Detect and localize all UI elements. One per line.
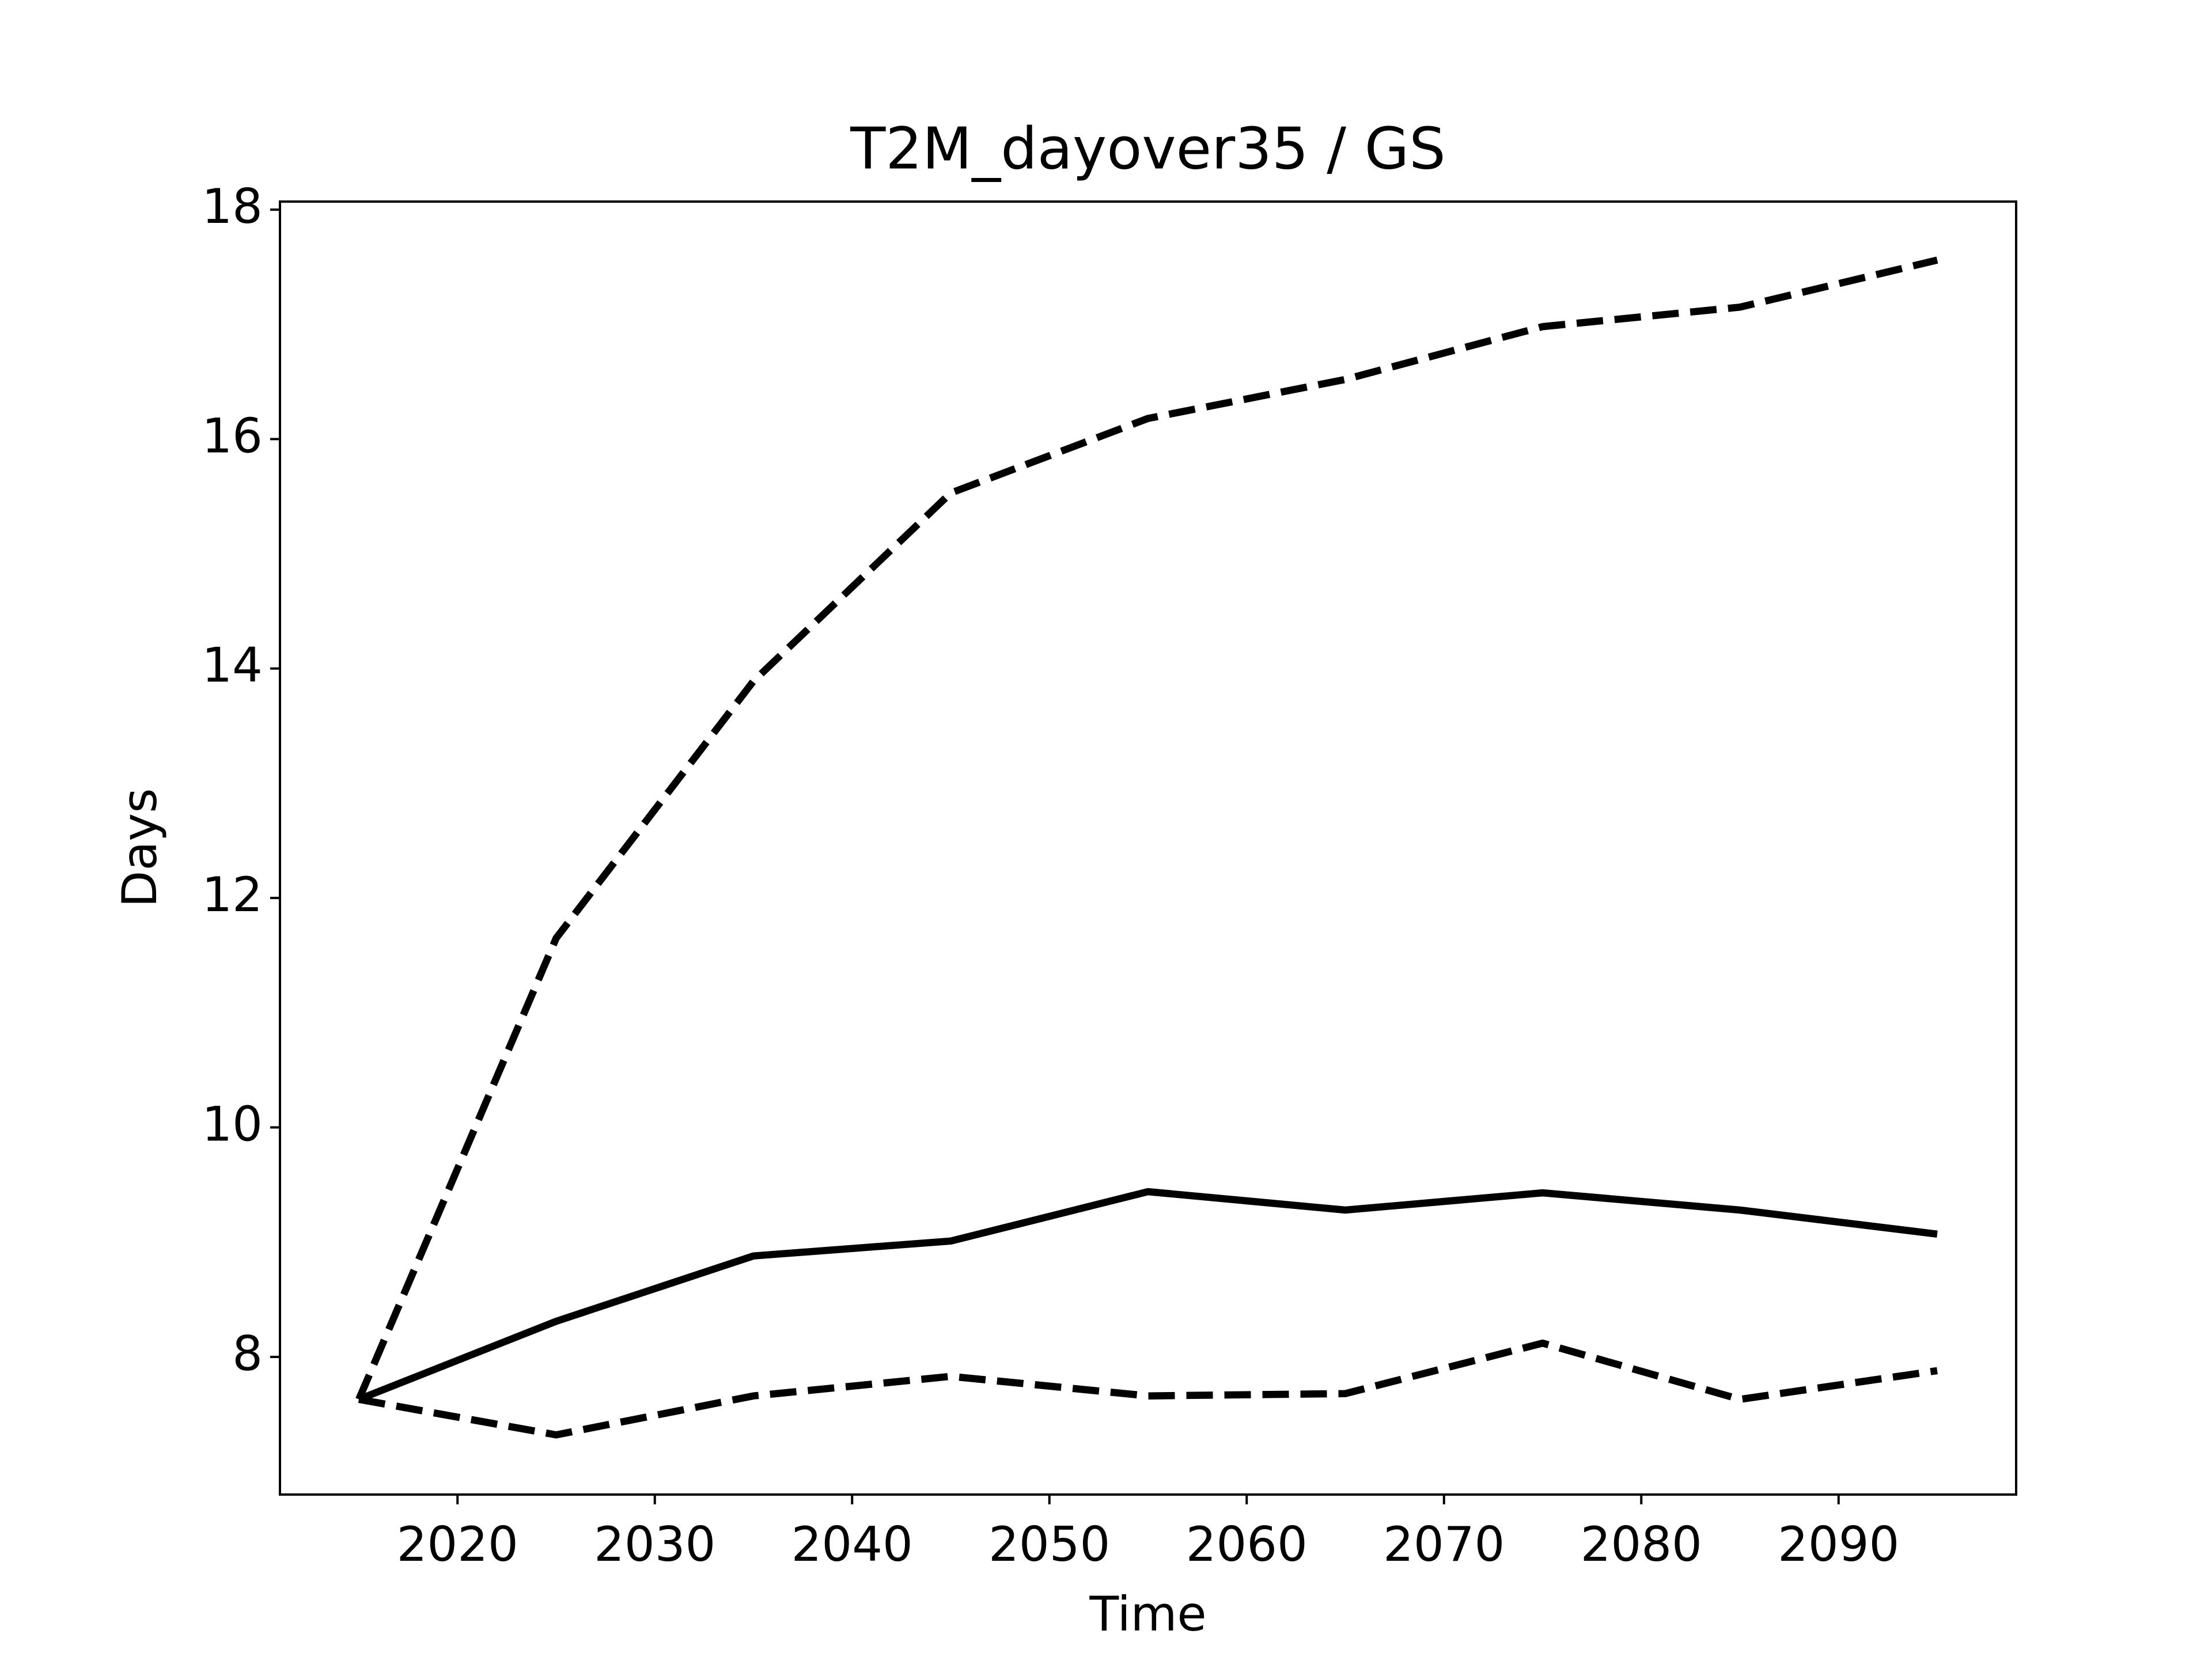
y-axis-label: Days (112, 788, 168, 907)
x-tick-label: 2040 (791, 1516, 913, 1572)
data-line (357, 1188, 1938, 1403)
x-axis-label: Time (1089, 1586, 1206, 1642)
y-tick-label: 14 (202, 638, 263, 693)
chart-title: T2M_dayover35 / GS (850, 115, 1445, 182)
x-tick-label: 2080 (1581, 1516, 1702, 1572)
y-tick-label: 16 (202, 408, 263, 464)
x-tick-label: 2050 (988, 1516, 1110, 1572)
x-tick-label: 2030 (594, 1516, 715, 1572)
x-tick-label: 2060 (1186, 1516, 1308, 1572)
plot-frame (279, 200, 2017, 1496)
x-tick-label: 2090 (1778, 1516, 1899, 1572)
x-tick-label: 2070 (1383, 1516, 1505, 1572)
data-line (355, 256, 1938, 1401)
y-tick-label: 8 (232, 1326, 263, 1382)
x-tick-label: 2020 (397, 1516, 518, 1572)
data-line (358, 1339, 1938, 1439)
y-tick-label: 10 (202, 1096, 263, 1152)
y-tick-label: 12 (202, 867, 263, 923)
y-tick-label: 18 (202, 179, 263, 234)
